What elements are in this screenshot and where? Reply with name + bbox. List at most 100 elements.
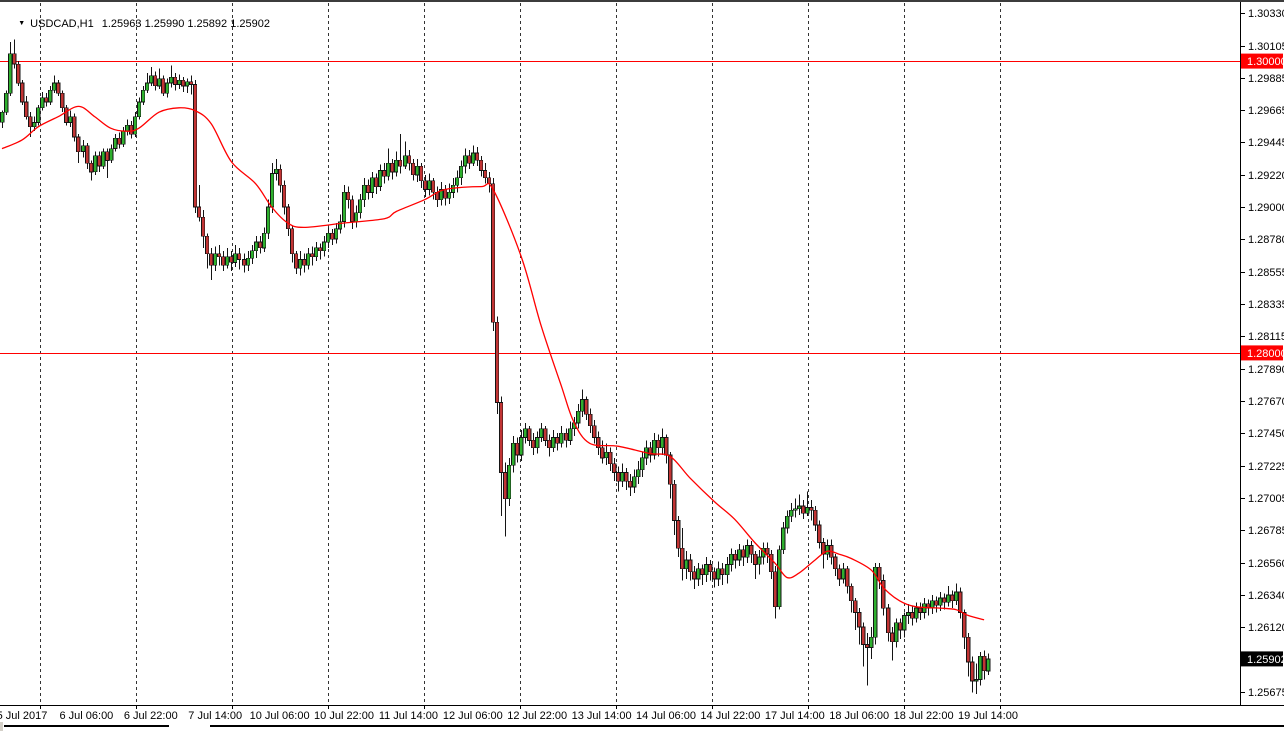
price-axis-labels[interactable]: 1.30330 1.30105 1.29885 1.29665 1.29445 1.292… xyxy=(1240,8,1284,699)
candle-bear xyxy=(205,235,210,255)
candle-bear xyxy=(692,571,697,580)
candle-bull xyxy=(157,78,162,87)
candle-bull xyxy=(125,124,130,132)
time-tick-label: 11 Jul 14:00 xyxy=(379,710,438,722)
candle-bear xyxy=(515,442,520,456)
candle-bull xyxy=(314,247,319,257)
price-tick-label: 1.28780 xyxy=(1248,234,1284,246)
candle-bull xyxy=(954,591,959,602)
candle-bull xyxy=(636,469,641,478)
candle-bear xyxy=(97,155,102,167)
candle-bear xyxy=(543,428,548,441)
candle-bull xyxy=(40,97,45,109)
candle-bull xyxy=(133,116,138,135)
candle-bull xyxy=(684,559,689,570)
candle-bull xyxy=(358,199,363,214)
candle-bull xyxy=(270,173,275,208)
candle-bear xyxy=(849,585,854,602)
candle-bear xyxy=(753,553,758,565)
candle-bull xyxy=(463,155,468,167)
candle-bear xyxy=(237,253,242,260)
candle-bear xyxy=(89,162,94,173)
candle-bear xyxy=(817,524,822,543)
candle-bear xyxy=(419,165,424,182)
candles-layer xyxy=(0,39,991,695)
level-label-text: 1.28000 xyxy=(1247,348,1284,360)
candle-bear xyxy=(898,622,903,631)
candle-bull xyxy=(716,568,721,580)
candle-bull xyxy=(250,250,255,259)
candle-bear xyxy=(656,440,661,449)
candle-bull xyxy=(704,564,709,575)
candle-bear xyxy=(242,259,247,266)
price-tick-label: 1.28555 xyxy=(1248,267,1284,279)
window-top-edge xyxy=(0,0,1284,2)
candle-bear xyxy=(853,600,858,613)
candle-bear xyxy=(483,170,488,179)
candle-bull xyxy=(137,101,142,117)
candle-bull xyxy=(632,476,637,488)
price-tick-label: 1.27225 xyxy=(1248,461,1284,473)
candle-bull xyxy=(141,89,146,103)
symbol-dropdown-icon[interactable]: ▼ xyxy=(18,20,26,27)
candle-bull xyxy=(519,437,524,456)
candle-bear xyxy=(495,321,500,403)
candle-bear xyxy=(161,78,166,94)
candle-bull xyxy=(225,256,230,266)
candle-bull xyxy=(930,600,935,609)
candle-bull xyxy=(338,221,343,230)
candle-bear xyxy=(350,199,355,222)
lower-panel-edge-left xyxy=(4,725,169,727)
candle-bear xyxy=(423,180,428,190)
price-tick-label: 1.30330 xyxy=(1248,8,1284,20)
candle-bear xyxy=(712,571,717,580)
candle-bull xyxy=(342,192,347,222)
candle-bear xyxy=(668,454,673,485)
candle-bull xyxy=(370,177,375,193)
candle-bull xyxy=(825,545,830,555)
candle-bear xyxy=(720,568,725,575)
candle-bear xyxy=(117,138,122,145)
candle-bull xyxy=(906,612,911,616)
candle-bull xyxy=(322,241,327,252)
candle-bull xyxy=(354,212,359,222)
candle-bull xyxy=(4,92,9,113)
candle-bull xyxy=(873,566,878,638)
lower-panel-edge-right xyxy=(210,725,1284,727)
candle-bull xyxy=(902,615,907,631)
candle-bear xyxy=(390,162,395,173)
candle-bull xyxy=(254,241,259,252)
candle-bull xyxy=(745,545,750,558)
candle-bear xyxy=(64,107,69,123)
time-tick-label: 18 Jul 06:00 xyxy=(829,710,889,722)
candle-bear xyxy=(813,510,818,526)
candle-bear xyxy=(72,116,77,138)
candle-bull xyxy=(797,505,802,510)
time-axis-labels[interactable]: 5 Jul 2017 6 Jul 06:00 6 Jul 22:00 7 Jul 14… xyxy=(0,710,1018,722)
candle-bear xyxy=(487,177,492,184)
candle-bull xyxy=(246,257,251,266)
candle-bear xyxy=(105,151,110,161)
level-price-label: 1.30000 xyxy=(1241,53,1284,69)
candle-bull xyxy=(946,594,951,603)
candle-bear xyxy=(129,124,134,135)
candle-bull xyxy=(568,428,573,441)
time-tick-label: 12 Jul 06:00 xyxy=(443,710,503,722)
candle-bear xyxy=(616,472,621,482)
candle-bull xyxy=(81,145,86,152)
candle-bull xyxy=(938,597,943,606)
level-price-label: 1.28000 xyxy=(1241,345,1284,361)
candle-bear xyxy=(479,159,484,171)
candle-bear xyxy=(676,520,681,549)
candle-bear xyxy=(958,591,963,613)
candle-bull xyxy=(378,170,383,187)
candle-bear xyxy=(310,253,315,257)
candle-bear xyxy=(282,184,287,208)
candle-bull xyxy=(177,79,182,85)
candle-bear xyxy=(221,256,226,266)
candle-bear xyxy=(547,440,552,449)
candle-bear xyxy=(970,661,975,682)
candle-bear xyxy=(302,259,307,266)
